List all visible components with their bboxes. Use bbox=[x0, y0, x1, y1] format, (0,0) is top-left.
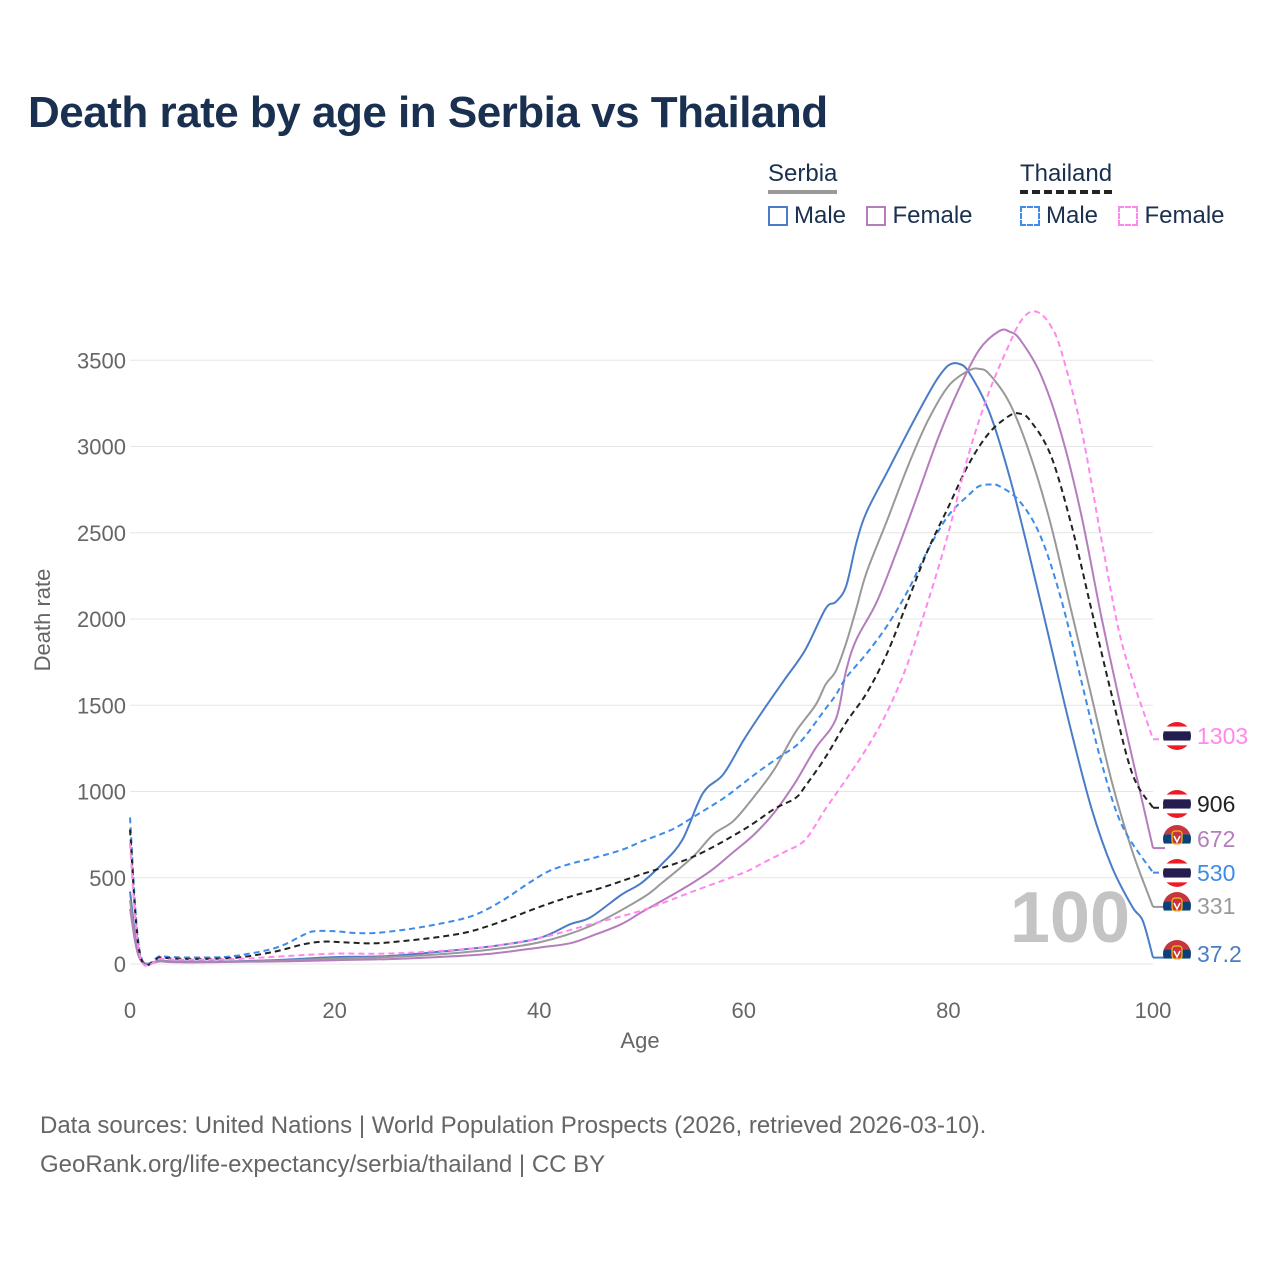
footer: Data sources: United Nations | World Pop… bbox=[40, 1106, 986, 1184]
grid-lines bbox=[130, 359, 1153, 965]
series-line-thailand-total[interactable] bbox=[129, 412, 1154, 967]
series-line-serbia-male[interactable] bbox=[129, 362, 1154, 965]
series-lines bbox=[129, 310, 1165, 967]
legend-item-thailand-female[interactable]: Female bbox=[1118, 202, 1225, 230]
y-tick-label-2000: 2000 bbox=[77, 607, 126, 632]
legend-item-serbia-female[interactable]: Female bbox=[866, 202, 973, 230]
x-tick-label-80: 80 bbox=[936, 998, 960, 1023]
end-label-serbia-total: 331 bbox=[1197, 893, 1235, 919]
serbia-flag-icon bbox=[1163, 825, 1191, 853]
y-tick-label-1000: 1000 bbox=[77, 780, 126, 805]
series-line-serbia-female[interactable] bbox=[129, 328, 1154, 965]
legend-group-thailand: Thailand Male Female bbox=[1020, 160, 1225, 231]
legend-label-thailand-female: Female bbox=[1144, 202, 1225, 229]
legend-label-serbia-male: Male bbox=[794, 202, 847, 229]
x-axis-label: Age bbox=[620, 1028, 659, 1053]
y-tick-label-0: 0 bbox=[114, 952, 126, 977]
end-label-serbia-male: 37.2 bbox=[1197, 941, 1242, 967]
footer-link[interactable]: GeoRank.org/life-expectancy/serbia/thail… bbox=[40, 1151, 606, 1178]
legend-label-thailand-male: Male bbox=[1046, 202, 1099, 229]
x-tick-label-20: 20 bbox=[322, 998, 346, 1023]
legend-title-thailand: Thailand bbox=[1020, 160, 1113, 194]
footer-source: Data sources: United Nations | World Pop… bbox=[40, 1112, 987, 1139]
y-tick-label-1500: 1500 bbox=[77, 693, 126, 718]
end-labels: 1303 906 672 530 331 37.2 bbox=[1163, 722, 1248, 968]
thailand-flag-icon bbox=[1163, 722, 1191, 750]
chart-canvas: 100 0 500 1000 1500 2000 2500 3000 3500 0 20 40 60… bbox=[30, 310, 1248, 1053]
series-line-thailand-female[interactable] bbox=[129, 310, 1154, 967]
y-tick-label-3000: 3000 bbox=[77, 435, 126, 460]
x-tick-label-100: 100 bbox=[1135, 998, 1172, 1023]
legend-swatch-thailand-male bbox=[1020, 206, 1040, 226]
watermark-year: 100 bbox=[1010, 878, 1130, 958]
legend-item-serbia-male[interactable]: Male bbox=[768, 202, 846, 230]
legend-item-thailand-male[interactable]: Male bbox=[1020, 202, 1098, 230]
serbia-flag-icon bbox=[1163, 892, 1191, 920]
legend-title-serbia: Serbia bbox=[768, 160, 838, 194]
legend-label-serbia-female: Female bbox=[892, 202, 973, 229]
series-line-thailand-male[interactable] bbox=[129, 483, 1154, 966]
legend-swatch-serbia-female bbox=[866, 206, 887, 226]
end-label-serbia-female: 672 bbox=[1197, 826, 1235, 852]
x-tick-label-0: 0 bbox=[124, 998, 136, 1023]
x-tick-label-40: 40 bbox=[527, 998, 551, 1023]
legend-group-serbia: Serbia Male Female bbox=[768, 160, 989, 231]
end-label-thailand-male: 530 bbox=[1197, 860, 1235, 886]
x-axis-ticks: 0 20 40 60 80 100 bbox=[124, 998, 1171, 1023]
thailand-flag-icon bbox=[1163, 859, 1191, 887]
series-line-serbia-total[interactable] bbox=[129, 367, 1154, 965]
end-label-thailand-female: 1303 bbox=[1197, 723, 1248, 749]
legend-swatch-thailand-female bbox=[1118, 206, 1139, 226]
y-axis-ticks: 0 500 1000 1500 2000 2500 3000 3500 bbox=[77, 348, 126, 977]
serbia-flag-icon bbox=[1163, 940, 1191, 968]
y-axis-label: Death rate bbox=[30, 569, 55, 672]
chart-title: Death rate by age in Serbia vs Thailand bbox=[28, 88, 828, 137]
y-tick-label-2500: 2500 bbox=[77, 521, 126, 546]
legend-swatch-serbia-male bbox=[768, 206, 788, 226]
end-label-thailand-total: 906 bbox=[1197, 791, 1235, 817]
y-tick-label-3500: 3500 bbox=[77, 348, 126, 373]
y-tick-label-500: 500 bbox=[89, 866, 126, 891]
x-tick-label-60: 60 bbox=[732, 998, 756, 1023]
thailand-flag-icon bbox=[1163, 790, 1191, 818]
